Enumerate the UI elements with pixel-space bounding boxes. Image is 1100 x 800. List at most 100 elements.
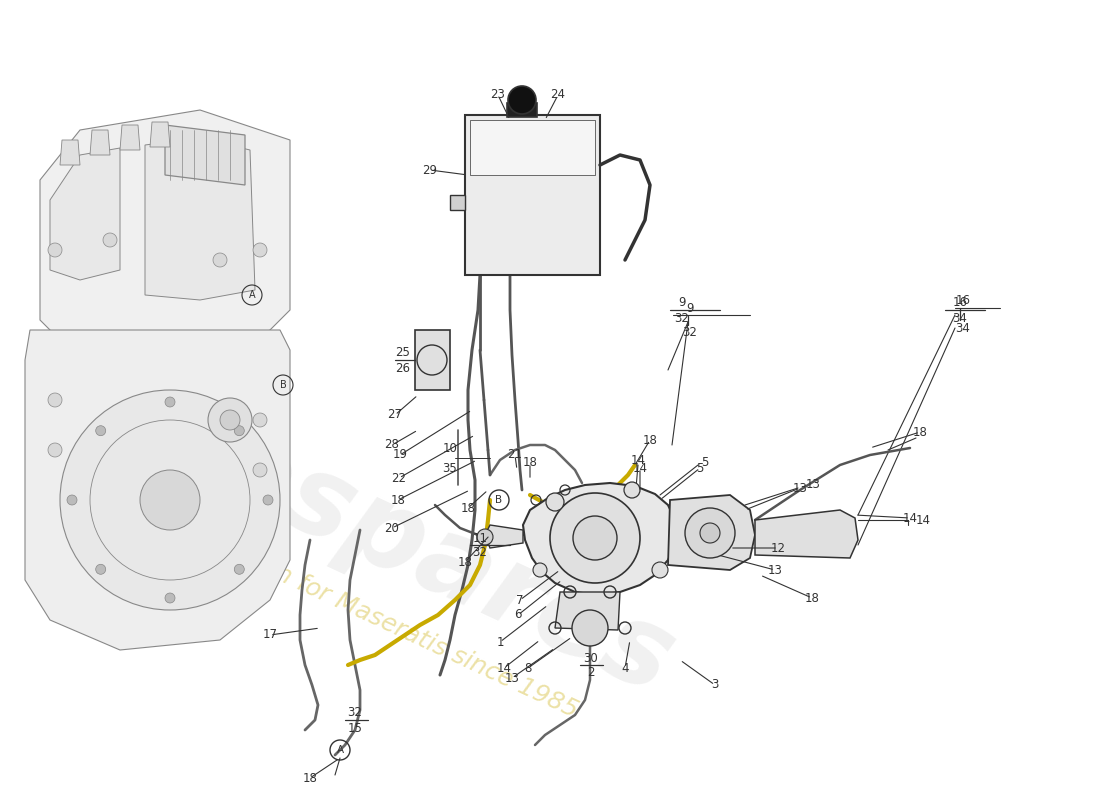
Polygon shape: [60, 140, 80, 165]
Circle shape: [165, 397, 175, 407]
Circle shape: [253, 243, 267, 257]
Text: 13: 13: [806, 478, 821, 491]
Text: 18: 18: [522, 457, 538, 470]
Text: 14: 14: [632, 462, 648, 474]
Text: 20: 20: [385, 522, 399, 534]
Text: 21: 21: [507, 449, 522, 462]
Circle shape: [48, 393, 62, 407]
Polygon shape: [450, 195, 465, 210]
Text: 9: 9: [686, 302, 694, 314]
Text: 25: 25: [396, 346, 410, 359]
Circle shape: [165, 593, 175, 603]
Circle shape: [220, 410, 240, 430]
Text: 5: 5: [696, 462, 704, 474]
Circle shape: [48, 243, 62, 257]
Text: 35: 35: [442, 462, 458, 474]
Polygon shape: [145, 138, 255, 300]
Text: 14: 14: [916, 514, 931, 526]
Circle shape: [96, 426, 106, 436]
Circle shape: [700, 523, 720, 543]
Polygon shape: [556, 592, 620, 630]
Text: 14: 14: [496, 662, 512, 674]
Text: 15: 15: [348, 722, 362, 734]
Text: 3: 3: [712, 678, 718, 691]
Text: 32: 32: [683, 326, 697, 339]
Text: 22: 22: [392, 471, 407, 485]
Polygon shape: [522, 483, 675, 595]
Text: a passion for Maseratis since 1985: a passion for Maseratis since 1985: [178, 518, 582, 722]
Circle shape: [550, 493, 640, 583]
Text: 18: 18: [390, 494, 406, 506]
Text: B: B: [495, 495, 503, 505]
Circle shape: [103, 233, 117, 247]
Text: 5: 5: [702, 455, 708, 469]
Text: 1: 1: [496, 635, 504, 649]
Text: 23: 23: [491, 89, 505, 102]
Polygon shape: [50, 148, 120, 280]
Circle shape: [624, 482, 640, 498]
Text: 8: 8: [525, 662, 531, 674]
Text: A: A: [337, 745, 343, 755]
Polygon shape: [120, 125, 140, 150]
Text: 26: 26: [396, 362, 410, 374]
Text: 18: 18: [461, 502, 475, 514]
Circle shape: [140, 470, 200, 530]
Circle shape: [508, 86, 536, 114]
Text: 18: 18: [642, 434, 658, 446]
Text: 16: 16: [953, 297, 968, 310]
Text: 19: 19: [393, 449, 407, 462]
Text: 13: 13: [768, 563, 782, 577]
Text: 18: 18: [913, 426, 927, 438]
Circle shape: [685, 508, 735, 558]
Polygon shape: [668, 495, 755, 570]
Circle shape: [546, 493, 564, 511]
Circle shape: [572, 610, 608, 646]
Circle shape: [96, 564, 106, 574]
Circle shape: [534, 563, 547, 577]
Text: 11: 11: [473, 531, 487, 545]
Text: 4: 4: [621, 662, 629, 674]
Text: 18: 18: [458, 555, 472, 569]
Text: 18: 18: [302, 771, 318, 785]
Polygon shape: [40, 110, 290, 370]
Text: A: A: [249, 290, 255, 300]
Circle shape: [253, 413, 267, 427]
Polygon shape: [755, 510, 858, 558]
Text: 13: 13: [793, 482, 807, 494]
Text: 34: 34: [956, 322, 970, 334]
Circle shape: [263, 495, 273, 505]
Polygon shape: [485, 525, 522, 548]
Circle shape: [48, 443, 62, 457]
Circle shape: [573, 516, 617, 560]
Text: 27: 27: [387, 409, 403, 422]
Polygon shape: [507, 103, 537, 117]
Text: 9: 9: [679, 297, 685, 310]
Text: 32: 32: [674, 311, 690, 325]
Text: B: B: [279, 380, 286, 390]
Polygon shape: [165, 125, 245, 185]
Polygon shape: [470, 120, 595, 175]
Text: 34: 34: [953, 311, 967, 325]
Text: 13: 13: [505, 671, 519, 685]
Circle shape: [234, 564, 244, 574]
Text: 17: 17: [263, 629, 277, 642]
Circle shape: [208, 398, 252, 442]
Text: 2: 2: [587, 666, 595, 679]
Text: 28: 28: [385, 438, 399, 451]
Text: 24: 24: [550, 89, 565, 102]
Polygon shape: [415, 330, 450, 390]
Text: 6: 6: [515, 609, 521, 622]
Text: 32: 32: [348, 706, 362, 719]
Polygon shape: [90, 130, 110, 155]
Text: 10: 10: [442, 442, 458, 454]
Text: 14: 14: [902, 511, 917, 525]
Polygon shape: [150, 122, 170, 147]
Text: 30: 30: [584, 651, 598, 665]
Text: 7: 7: [516, 594, 524, 606]
Polygon shape: [25, 330, 290, 650]
Circle shape: [253, 463, 267, 477]
Text: 16: 16: [956, 294, 970, 306]
Text: 14: 14: [630, 454, 646, 466]
Circle shape: [67, 495, 77, 505]
Text: 12: 12: [770, 542, 785, 554]
